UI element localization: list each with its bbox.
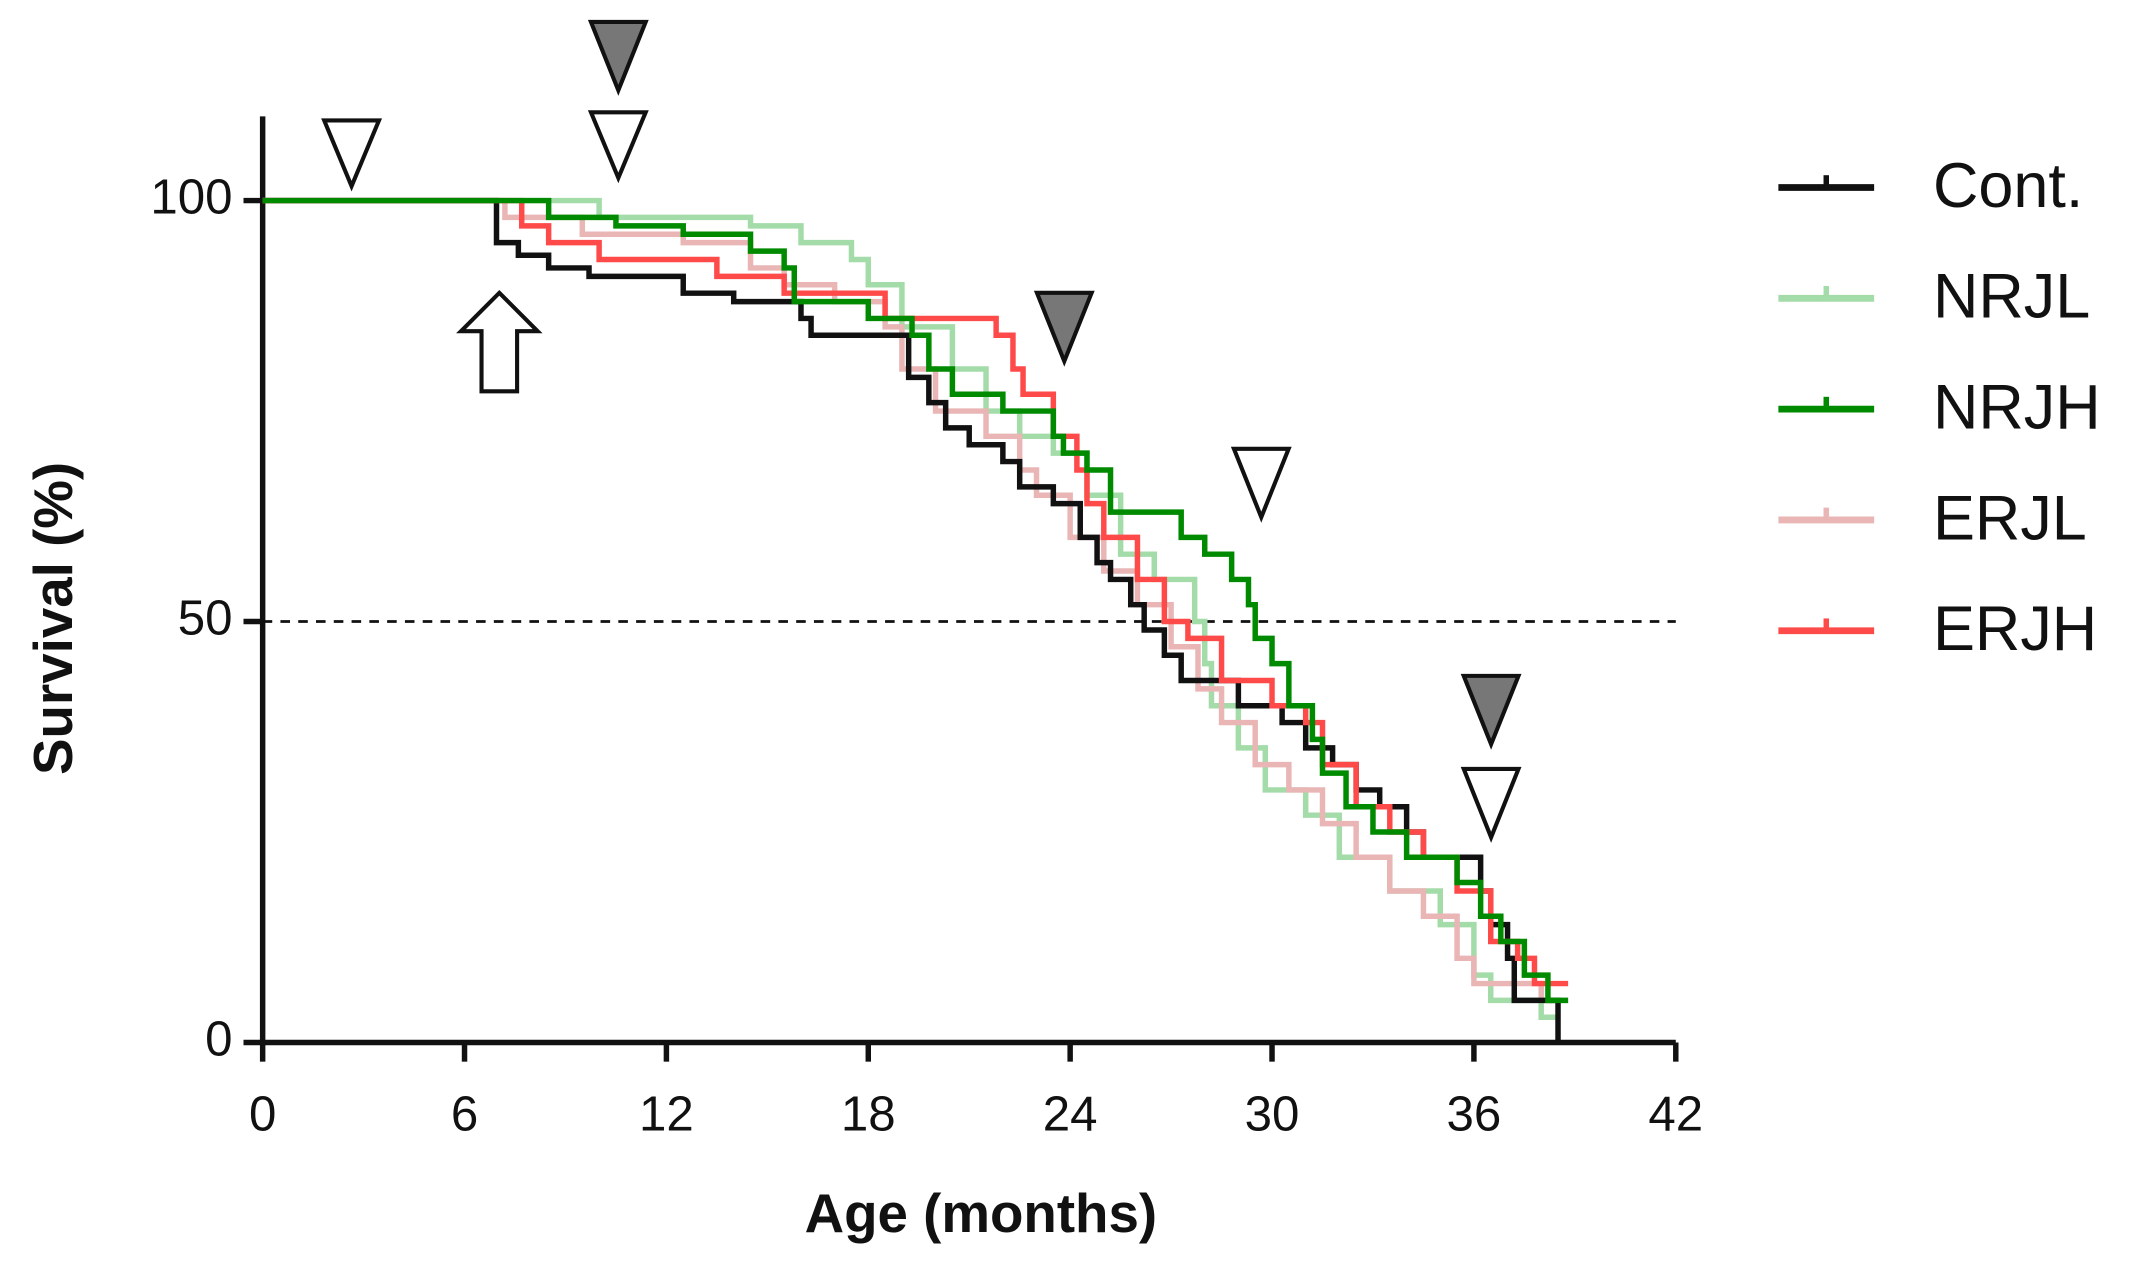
- x-tick-label: 18: [841, 1087, 896, 1142]
- legend-label: ERJL: [1933, 483, 2087, 553]
- x-tick-label: 6: [451, 1087, 478, 1142]
- marker-triangle: [1033, 290, 1095, 367]
- marker-triangle: [321, 118, 383, 192]
- legend-label: ERJH: [1933, 594, 2097, 664]
- survival-curve: [262, 197, 1569, 987]
- legend-label: NRJL: [1933, 262, 2090, 332]
- survival-curve: [262, 197, 1569, 1004]
- marker-triangle: [587, 110, 649, 184]
- marker-triangle: [1230, 446, 1292, 523]
- legend: Cont. NRJL NRJH ERJL ERJH: [1778, 151, 2101, 664]
- y-tick-label: 0: [205, 1012, 232, 1067]
- arrow: [456, 289, 543, 394]
- annotations: [321, 19, 1522, 843]
- marker-triangle: [587, 19, 649, 96]
- survival-curve: [262, 197, 1569, 1004]
- x-tick-label: 12: [639, 1087, 694, 1142]
- marker-triangle: [1460, 766, 1522, 843]
- legend-label: Cont.: [1933, 151, 2083, 221]
- legend-label: NRJH: [1933, 372, 2101, 442]
- x-tick-label: 36: [1447, 1087, 1502, 1142]
- x-tick-label: 42: [1648, 1087, 1703, 1142]
- x-tick-label: 24: [1043, 1087, 1098, 1142]
- x-tick-label: 30: [1245, 1087, 1300, 1142]
- marker-triangle: [1460, 673, 1522, 750]
- y-tick-label: 100: [150, 170, 232, 225]
- plot-area: 0 6 12 18 24 30 36 42 0 50 100: [150, 116, 1703, 1142]
- y-tick-label: 50: [178, 591, 233, 646]
- x-tick-label: 0: [249, 1087, 276, 1142]
- x-axis-title: Age (months): [805, 1182, 1157, 1244]
- y-axis-title: Survival (%): [22, 462, 84, 775]
